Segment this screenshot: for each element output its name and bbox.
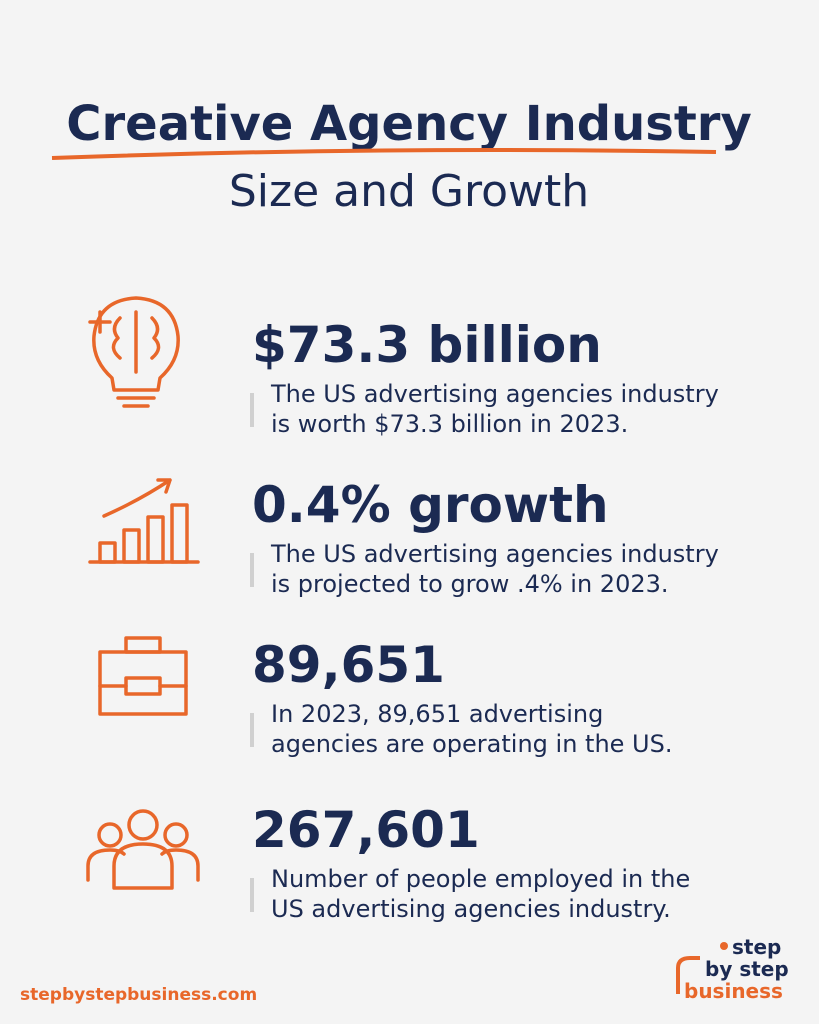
logo-mark [676, 956, 700, 994]
people-icon [86, 809, 200, 890]
lightbulb-icon [88, 296, 180, 408]
logo-line: business [684, 979, 783, 1003]
stat-headline: 0.4% growth [252, 476, 609, 534]
footer-url: stepbystepbusiness.com [20, 985, 257, 1005]
stat-description: is projected to grow .4% in 2023. [271, 570, 669, 598]
stat-description: agencies are operating in the US. [271, 730, 672, 758]
stat-description: is worth $73.3 billion in 2023. [271, 410, 628, 438]
stat-description: US advertising agencies industry. [271, 895, 671, 923]
title-underline [51, 148, 717, 160]
stat-headline: 267,601 [252, 801, 480, 859]
stat-description: The US advertising agencies industry [270, 380, 719, 408]
growth-icon [88, 478, 200, 564]
briefcase-icon [98, 636, 188, 716]
stat-bar [250, 878, 254, 912]
stat-bar [250, 553, 254, 587]
stat-bar [250, 393, 254, 427]
stats: $73.3 billion The US advertising agencies… [250, 316, 719, 923]
stat-headline: $73.3 billion [252, 316, 602, 374]
logo-dot [720, 942, 728, 950]
stat-bar [250, 713, 254, 747]
logo-line: step [732, 935, 781, 959]
stat-headline: 89,651 [252, 636, 445, 694]
title: Creative Agency Industry [66, 96, 752, 152]
subtitle: Size and Growth [229, 166, 589, 217]
stat-description: In 2023, 89,651 advertising [271, 700, 603, 728]
stat-description: Number of people employed in the [271, 865, 690, 893]
stat-description: The US advertising agencies industry [270, 540, 719, 568]
logo-line: by step [705, 957, 789, 981]
